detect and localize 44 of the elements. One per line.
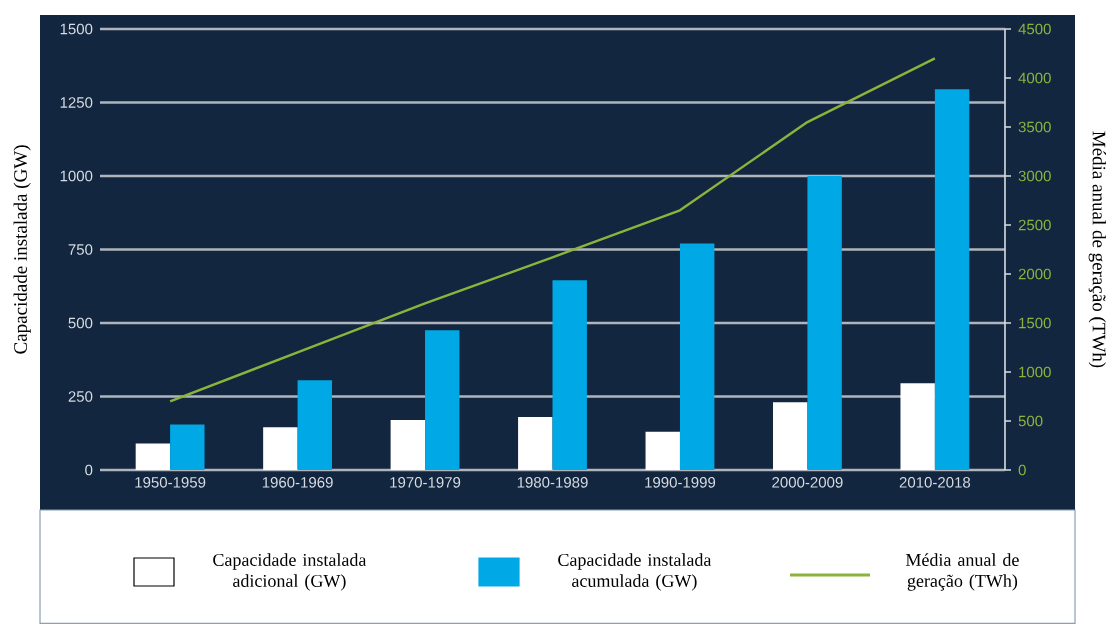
bar bbox=[807, 175, 842, 470]
y-tick-label: 750 bbox=[68, 244, 93, 255]
legend-label: Capacidade instalada acumulada (GW) bbox=[558, 553, 712, 591]
y-tick-label: 500 bbox=[68, 317, 93, 329]
bar bbox=[645, 431, 680, 470]
y2-tick-label: 0 bbox=[1018, 464, 1026, 476]
bar bbox=[900, 383, 935, 470]
y2-tick-label: 500 bbox=[1018, 415, 1043, 427]
bar bbox=[297, 380, 332, 470]
bar bbox=[552, 280, 587, 470]
x-tick-label: 1990-1999 bbox=[645, 477, 716, 488]
bar bbox=[263, 427, 298, 470]
y-tick-label: 1250 bbox=[60, 97, 93, 108]
line-series bbox=[168, 57, 937, 403]
y2-tick-label: 2500 bbox=[1018, 219, 1051, 231]
y2-tick-label: 4500 bbox=[1018, 23, 1051, 35]
bar bbox=[679, 243, 715, 470]
y-tick-label: 250 bbox=[68, 391, 93, 402]
y2-tick-label: 3500 bbox=[1018, 121, 1051, 133]
bar bbox=[425, 330, 460, 470]
x-tick-label: 1970-1979 bbox=[390, 477, 461, 488]
bar bbox=[135, 443, 171, 470]
x-tick-label: 2010-2018 bbox=[899, 477, 971, 488]
y-tick-label: 1500 bbox=[60, 23, 93, 35]
y2-tick-label: 1000 bbox=[1019, 366, 1051, 378]
x-tick-label: 2000-2009 bbox=[772, 477, 843, 488]
y-tick-label: 0 bbox=[85, 464, 93, 476]
bar bbox=[773, 402, 808, 470]
x-tick-label: 1980-1989 bbox=[517, 477, 588, 488]
y2-tick-label: 1500 bbox=[1019, 317, 1051, 329]
bar bbox=[934, 89, 970, 470]
x-tick-label: 1950-1959 bbox=[135, 477, 206, 488]
x-tick-label: 1960-1969 bbox=[262, 477, 333, 488]
legend-label: Média anual de geração (TWh) bbox=[905, 553, 1019, 591]
y2-tick-label: 4000 bbox=[1018, 72, 1051, 84]
bar bbox=[518, 417, 553, 470]
y2-tick-label: 3000 bbox=[1018, 170, 1051, 182]
y2-tick-label: 2000 bbox=[1018, 268, 1051, 280]
bar bbox=[170, 424, 205, 470]
y-tick-label: 1000 bbox=[60, 170, 93, 182]
bar bbox=[390, 420, 426, 470]
y-axis-title: Capacidade instalada (GW) bbox=[13, 145, 31, 354]
legend-label: Capacidade instalada adicional (GW) bbox=[213, 553, 367, 591]
y2-axis-title: Média anual de geração (TWh) bbox=[1088, 131, 1106, 368]
